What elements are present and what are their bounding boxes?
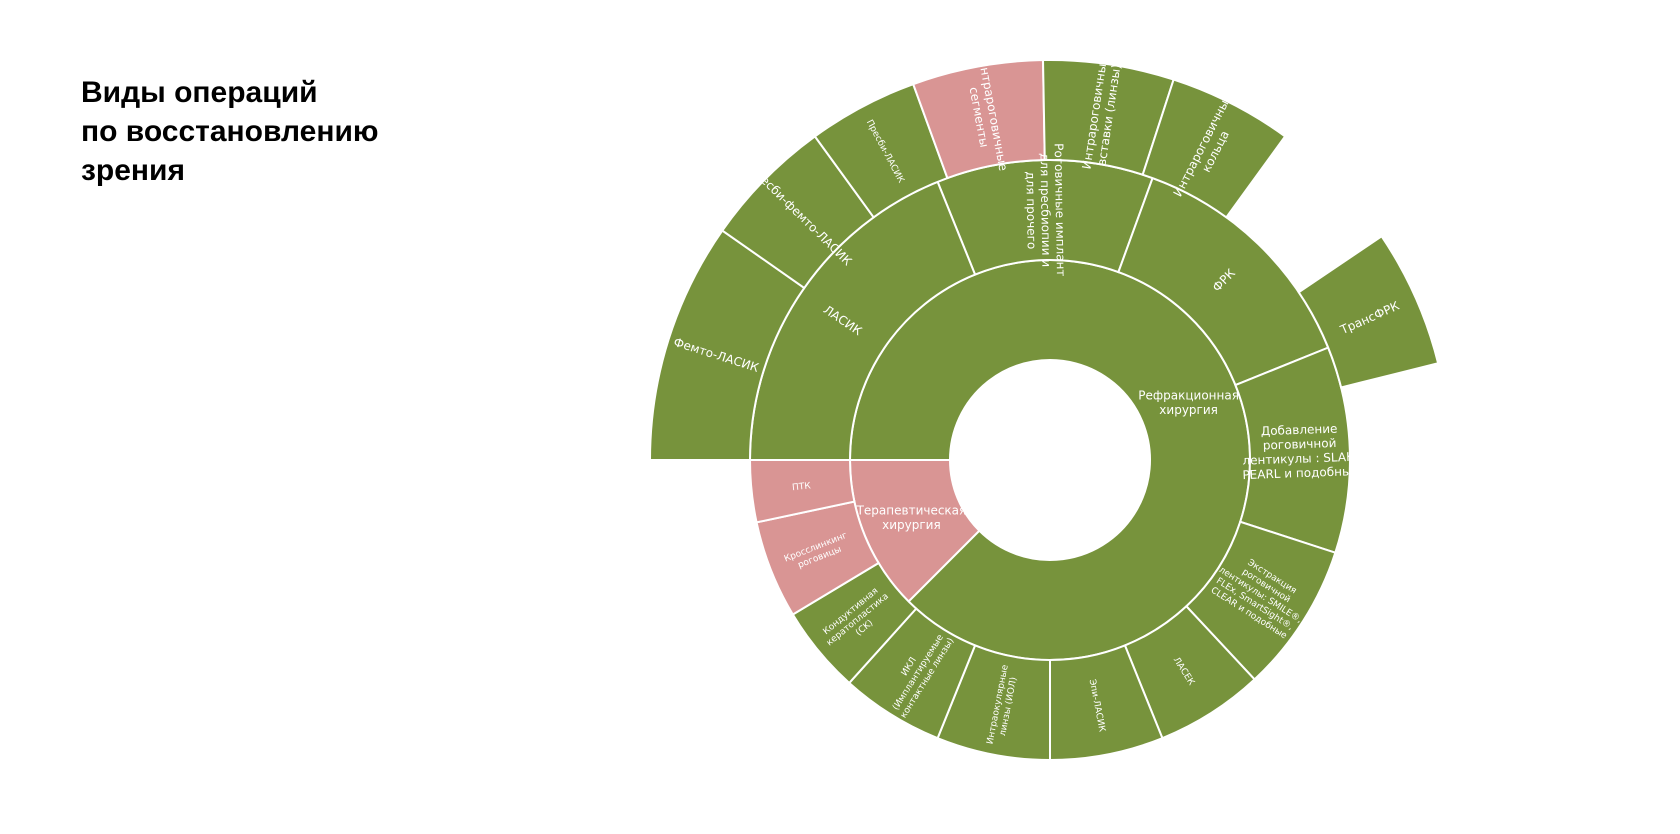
page-title-line-2: по восстановлению [81,115,379,148]
segments-layer [648,59,1440,762]
label-corneal-impl: Роговичные имплантдля пресбиопии идля пр… [1023,143,1068,277]
page-title-line-1: Виды операций [81,76,318,109]
segment-trans-frk[interactable] [1297,234,1440,389]
label-ptk: ПТК [792,481,812,493]
label-ther: Терапевтическая хирургия [856,503,967,531]
label-refr: Рефракционная хирургия [1138,389,1239,417]
page-title: Виды операций по восстановлению зрения [81,73,501,190]
page-title-line-3: зрения [81,154,185,187]
label-lenticule-extr: Экстракцияроговичнойлентикулы: SMILE®,FL… [1205,547,1315,644]
segment-intra-rings[interactable] [1141,78,1287,219]
label-lenticule-add: Добавлениероговичнойлентикулы : SLAK,PEA… [1241,421,1359,482]
